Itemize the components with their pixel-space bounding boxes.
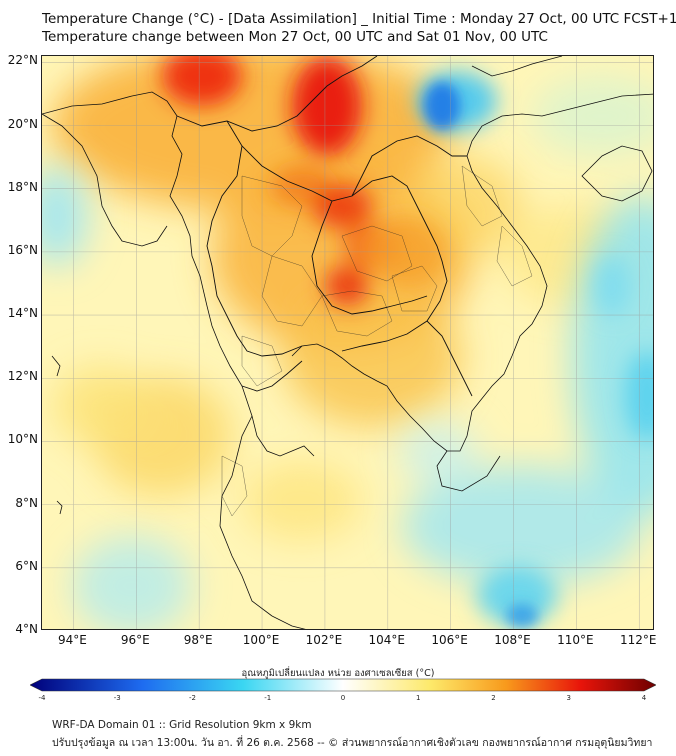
latitude-tick-label: 8°N <box>15 495 38 510</box>
colorbar-tick-label: 2 <box>491 694 496 702</box>
longitude-tick-label: 102°E <box>305 633 343 647</box>
model-info: WRF-DA Domain 01 :: Grid Resolution 9km … <box>52 719 312 731</box>
temperature-change-map <box>41 55 654 630</box>
colorbar-tick-label: -2 <box>189 694 196 702</box>
latitude-tick-label: 18°N <box>7 179 38 194</box>
colorbar-tick-label: -1 <box>264 694 272 702</box>
country-borders <box>176 56 473 397</box>
longitude-tick-label: 106°E <box>431 633 468 647</box>
longitude-tick-label: 110°E <box>557 633 594 647</box>
latitude-tick-label: 16°N <box>7 242 38 257</box>
colorbar-tick-label: 4 <box>641 694 647 702</box>
graticule <box>42 56 653 629</box>
colorbar-label: อุณหภูมิเปลี่ยนแปลง หน่วย องศาเซลเซียส (… <box>241 668 435 679</box>
latitude-tick-label: 22°N <box>7 53 38 68</box>
longitude-tick-label: 98°E <box>183 633 213 647</box>
map-subtitle: Temperature change between Mon 27 Oct, 0… <box>42 29 548 45</box>
latitude-tick-label: 4°N <box>15 622 38 636</box>
longitude-tick-label: 100°E <box>242 633 280 647</box>
latitude-tick-label: 20°N <box>7 116 38 131</box>
colorbar-tick-label: -4 <box>38 694 46 702</box>
latitude-tick-label: 6°N <box>15 558 38 573</box>
temperature-field <box>42 56 653 629</box>
longitude-tick-label: 94°E <box>57 633 87 647</box>
province-borders <box>221 165 533 517</box>
latitude-tick-label: 10°N <box>7 432 38 447</box>
longitude-tick-label: 112°E <box>620 633 657 647</box>
colorbar-tick-label: -3 <box>113 694 121 702</box>
map-title: Temperature Change (°C) - [Data Assimila… <box>42 11 676 27</box>
credit-line: ปรับปรุงข้อมูล ณ เวลา 13:00น. วัน อา. ที… <box>52 737 653 749</box>
longitude-tick-label: 108°E <box>494 633 531 647</box>
longitude-tick-label: 96°E <box>120 633 150 647</box>
longitude-tick-label: 104°E <box>368 633 406 647</box>
latitude-tick-label: 12°N <box>7 369 38 384</box>
colorbar <box>30 678 656 692</box>
colorbar-tick-label: 0 <box>340 694 346 702</box>
coastlines <box>42 56 653 629</box>
colorbar-tick-label: 1 <box>416 694 421 702</box>
map-canvas <box>42 56 653 629</box>
colorbar-tick-label: 3 <box>566 694 571 702</box>
latitude-tick-label: 14°N <box>7 306 38 321</box>
